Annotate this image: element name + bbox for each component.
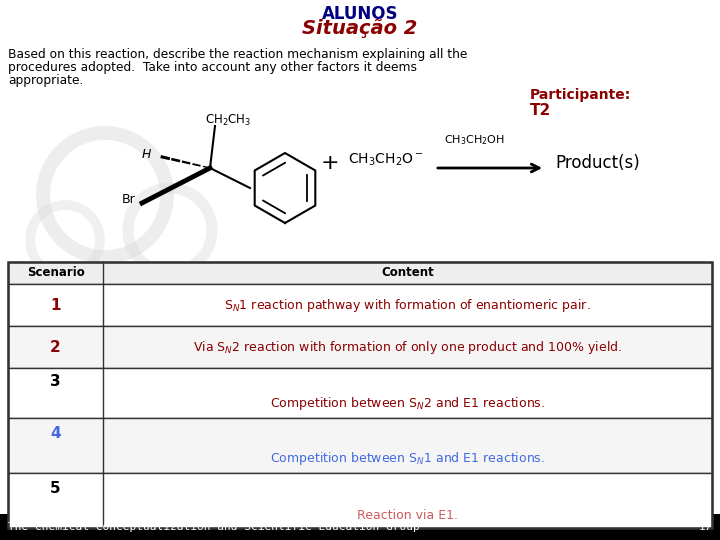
Text: Competition between S$_N$1 and E1 reactions.: Competition between S$_N$1 and E1 reacti…	[270, 450, 545, 467]
Bar	[8, 284, 712, 326]
Text: ALUNOS: ALUNOS	[322, 5, 398, 23]
Bar	[8, 368, 712, 418]
Text: Reaction via E1.: Reaction via E1.	[357, 509, 458, 522]
Text: Content: Content	[381, 267, 434, 280]
Bar	[0, 514, 720, 540]
Text: S$_N$1 reaction pathway with formation of enantiomeric pair.: S$_N$1 reaction pathway with formation o…	[224, 296, 591, 314]
Text: Situação 2: Situação 2	[302, 19, 418, 38]
Text: 2: 2	[50, 340, 61, 354]
Text: CH$_3$CH$_2$O$^-$: CH$_3$CH$_2$O$^-$	[348, 152, 424, 168]
Text: Scenario: Scenario	[27, 267, 84, 280]
Text: The Chemical Conceptualization and Scientific Education Group: The Chemical Conceptualization and Scien…	[8, 522, 420, 532]
Bar	[8, 326, 712, 368]
Text: Participante:: Participante:	[530, 88, 631, 102]
Text: 3: 3	[50, 375, 60, 389]
Text: CH$_3$CH$_2$OH: CH$_3$CH$_2$OH	[444, 133, 505, 147]
Text: Br: Br	[122, 193, 136, 206]
Text: Via S$_N$2 reaction with formation of only one product and 100% yield.: Via S$_N$2 reaction with formation of on…	[193, 339, 622, 355]
Text: Based on this reaction, describe the reaction mechanism explaining all the: Based on this reaction, describe the rea…	[8, 48, 467, 61]
Text: 4: 4	[50, 426, 60, 441]
Text: Competition between S$_N$2 and E1 reactions.: Competition between S$_N$2 and E1 reacti…	[270, 395, 545, 412]
Text: CH$_2$CH$_3$: CH$_2$CH$_3$	[205, 113, 251, 128]
Bar	[8, 262, 712, 284]
Bar	[8, 418, 712, 473]
Text: T2: T2	[530, 103, 552, 118]
Text: appropriate.: appropriate.	[8, 74, 84, 87]
Text: 5: 5	[50, 481, 60, 496]
Bar	[8, 262, 712, 528]
Text: 1: 1	[50, 298, 60, 313]
Text: H: H	[142, 148, 151, 161]
Bar	[8, 473, 712, 528]
Text: +: +	[320, 153, 339, 173]
Text: 17: 17	[698, 522, 712, 532]
Text: Product(s): Product(s)	[555, 154, 640, 172]
Text: procedures adopted.  Take into account any other factors it deems: procedures adopted. Take into account an…	[8, 61, 417, 74]
